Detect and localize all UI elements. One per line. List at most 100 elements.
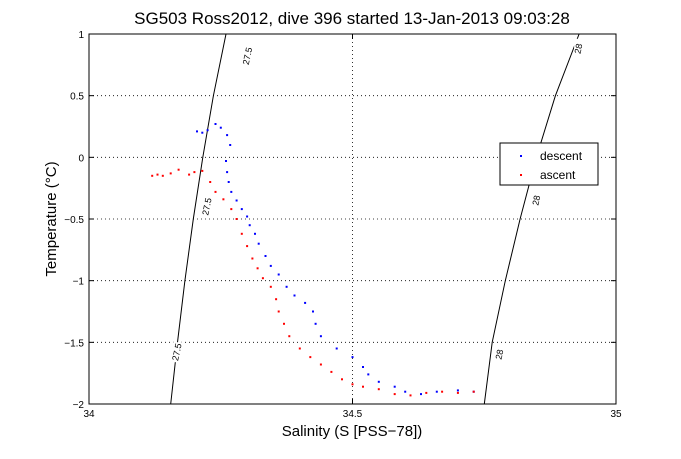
- descent-point: [319, 335, 322, 338]
- descent-point: [285, 285, 288, 288]
- ascent-point: [341, 378, 343, 381]
- y-tick-label: −1.5: [64, 338, 84, 349]
- ascent-point: [269, 285, 272, 288]
- ascent-point: [319, 363, 322, 366]
- y-tick-label: 1: [78, 30, 84, 41]
- descent-point: [304, 301, 307, 304]
- density-contour-line: [483, 33, 580, 405]
- ascent-point: [362, 385, 364, 388]
- ascent-point: [240, 232, 243, 235]
- ascent-point: [298, 347, 301, 350]
- x-axis-label: Salinity (S [PSS−78]): [282, 423, 422, 440]
- descent-point: [196, 130, 198, 133]
- ascent-point: [261, 277, 264, 280]
- descent-point: [377, 380, 380, 383]
- ascent-point: [330, 370, 333, 373]
- descent-point: [229, 144, 232, 146]
- descent-point: [393, 385, 396, 388]
- ascent-point: [246, 245, 249, 248]
- contour-label: 28: [530, 194, 542, 206]
- ascent-point: [214, 190, 217, 193]
- descent-point: [225, 160, 227, 162]
- axis-ticks: 34 34.5 35 −2 −1.5 −1 −0.5 0 0.5 1: [64, 30, 622, 420]
- ascent-point: [351, 383, 354, 386]
- legend: descent ascent: [499, 142, 599, 186]
- y-tick-label: −0.5: [64, 215, 84, 226]
- grid-layer: [89, 34, 616, 404]
- ascent-point: [188, 173, 191, 176]
- y-tick-label: 0.5: [70, 92, 84, 103]
- ascent-point: [230, 208, 233, 211]
- descent-point: [248, 224, 251, 227]
- descent-point: [235, 199, 238, 202]
- legend-label-ascent: ascent: [540, 168, 576, 182]
- ascent-point: [409, 394, 412, 397]
- descent-point: [404, 390, 407, 393]
- ascent-point: [235, 218, 238, 220]
- descent-point: [227, 181, 230, 183]
- ascent-point: [377, 388, 380, 391]
- density-contours: 27.5 27.5 27.5 28 28 28: [170, 33, 585, 405]
- contour-label-background: [495, 344, 506, 365]
- ascent-point: [456, 391, 459, 394]
- ascent-point: [193, 171, 196, 174]
- descent-point: [206, 129, 209, 132]
- legend-box: [499, 142, 599, 186]
- contour-label: 28: [573, 43, 585, 55]
- y-tick-label: −2: [73, 400, 85, 411]
- y-axis-label: Temperature (°C): [43, 161, 60, 276]
- ascent-point: [201, 169, 204, 172]
- ascent-point: [177, 168, 180, 171]
- x-tick-label: 35: [610, 409, 622, 420]
- ascent-point: [256, 267, 259, 270]
- y-tick-label: 0: [78, 153, 84, 164]
- ascent-point: [222, 198, 225, 201]
- x-tick-label: 34: [83, 409, 95, 420]
- descent-point: [240, 208, 243, 211]
- descent-point: [230, 190, 233, 193]
- descent-point: [435, 390, 438, 393]
- x-tick-label: 34.5: [343, 409, 363, 420]
- ascent-point: [161, 174, 164, 177]
- descent-point: [269, 264, 272, 267]
- descent-point: [257, 242, 260, 245]
- ascent-point: [169, 172, 172, 175]
- contour-label: 27.5: [241, 46, 254, 65]
- legend-label-descent: descent: [540, 149, 583, 163]
- ascent-point: [309, 356, 312, 359]
- ascent-point: [209, 181, 212, 183]
- descent-point: [201, 131, 204, 134]
- ascent-point: [393, 393, 396, 396]
- descent-point: [362, 366, 364, 368]
- descent-point: [293, 294, 296, 297]
- descent-point: [456, 389, 459, 392]
- ascent-point: [288, 335, 291, 338]
- ascent-point: [275, 298, 278, 301]
- ascent-point: [151, 174, 154, 177]
- descent-point: [226, 171, 229, 174]
- y-tick-label: −1: [73, 277, 85, 288]
- descent-point: [420, 393, 422, 396]
- descent-point: [226, 134, 229, 137]
- descent-point: [314, 322, 317, 325]
- ascent-point: [251, 257, 254, 260]
- ascent-point: [472, 390, 475, 393]
- contour-label: 27.5: [170, 342, 183, 361]
- ascent-point: [425, 391, 428, 394]
- contour-label: 27.5: [200, 197, 213, 216]
- ascent-point: [283, 322, 285, 325]
- contour-label-background: [531, 190, 542, 211]
- contour-label-background: [202, 196, 213, 217]
- contour-label-background: [574, 38, 585, 59]
- chart-title: SG503 Ross2012, dive 396 started 13-Jan-…: [134, 9, 570, 28]
- descent-point: [219, 126, 222, 129]
- contour-label-background: [243, 46, 254, 67]
- descent-point: [254, 232, 256, 235]
- descent-point: [351, 356, 354, 359]
- ascent-point: [441, 390, 444, 393]
- descent-point: [335, 347, 338, 350]
- data-points: [151, 123, 475, 397]
- descent-point: [277, 273, 280, 276]
- descent-point: [367, 373, 370, 376]
